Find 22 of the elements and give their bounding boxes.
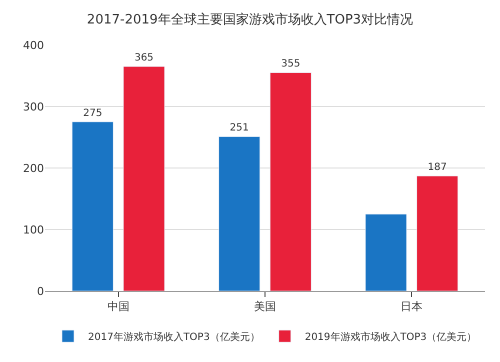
y-tick-label: 0 bbox=[37, 284, 44, 298]
x-tick-label: 美国 bbox=[254, 300, 276, 314]
y-tick-label: 300 bbox=[23, 100, 44, 114]
data-label: 251 bbox=[230, 122, 249, 134]
data-label: 275 bbox=[83, 108, 102, 119]
x-tick-label: 中国 bbox=[107, 300, 130, 314]
bar bbox=[218, 136, 260, 291]
y-tick-label: 100 bbox=[23, 223, 44, 236]
bar bbox=[123, 66, 165, 291]
bar bbox=[270, 72, 312, 291]
bar bbox=[72, 122, 114, 291]
y-tick-label: 400 bbox=[23, 38, 44, 52]
data-label: 365 bbox=[134, 52, 154, 64]
bar bbox=[365, 214, 407, 291]
x-tick-label: 日本 bbox=[400, 300, 423, 314]
bar bbox=[416, 176, 458, 291]
chart-title: 2017-2019年全球主要国家游戏市场收入TOP3对比情况 bbox=[86, 12, 414, 28]
data-label: 355 bbox=[281, 58, 300, 70]
legend-label: 2019年游戏市场收入TOP3（亿美元） bbox=[304, 331, 477, 344]
y-tick-label: 200 bbox=[23, 162, 44, 175]
legend-label: 2017年游戏市场收入TOP3（亿美元） bbox=[88, 331, 260, 344]
data-label: 187 bbox=[428, 162, 447, 173]
